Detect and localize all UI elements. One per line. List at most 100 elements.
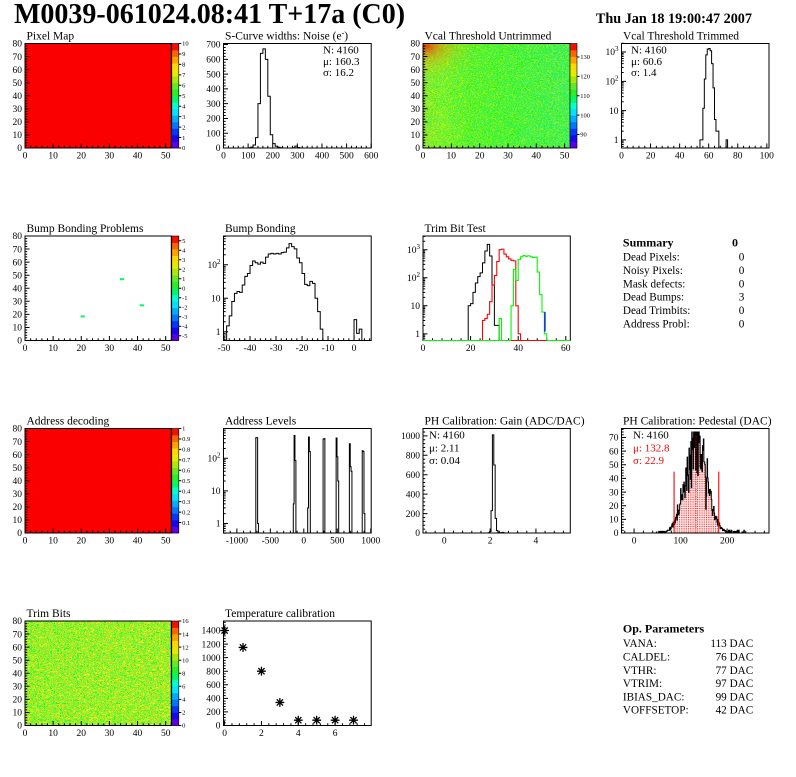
svg-text:0.2: 0.2 [182, 509, 190, 516]
svg-text:70: 70 [13, 630, 23, 640]
svg-text:0.1: 0.1 [182, 520, 190, 527]
svg-text:400: 400 [206, 695, 221, 705]
svg-text:-3: -3 [182, 314, 187, 321]
svg-text:400: 400 [315, 152, 330, 162]
svg-text:μ: 132.8: μ: 132.8 [633, 442, 670, 454]
svg-text:0.3: 0.3 [182, 499, 190, 506]
svg-text:30: 30 [105, 729, 115, 739]
svg-text:20: 20 [13, 696, 23, 706]
svg-text:40: 40 [133, 344, 143, 354]
svg-text:-40: -40 [244, 344, 257, 354]
svg-text:-5: -5 [182, 333, 187, 340]
svg-text:20: 20 [77, 344, 87, 354]
svg-text:Address decoding: Address decoding [27, 415, 110, 427]
svg-text:70: 70 [13, 53, 23, 63]
svg-text:30: 30 [13, 105, 23, 115]
svg-text:80: 80 [733, 152, 743, 162]
svg-text:0: 0 [23, 344, 28, 354]
svg-text:10: 10 [48, 152, 58, 162]
svg-text:1000: 1000 [361, 537, 380, 547]
svg-text:Pixel Map: Pixel Map [27, 30, 75, 42]
svg-text:30: 30 [411, 105, 421, 115]
svg-text:0: 0 [614, 529, 619, 539]
svg-text:μ: 60.6: μ: 60.6 [631, 56, 662, 68]
svg-text:99 DAC: 99 DAC [716, 691, 754, 703]
svg-text:0: 0 [442, 537, 447, 547]
svg-text:600: 600 [364, 152, 379, 162]
svg-text:30: 30 [503, 152, 513, 162]
svg-text:60: 60 [13, 451, 23, 461]
svg-text:700: 700 [206, 41, 221, 51]
svg-text:40: 40 [513, 344, 523, 354]
svg-text:2: 2 [182, 124, 185, 131]
svg-text:120: 120 [580, 74, 590, 81]
svg-text:102: 102 [208, 258, 222, 271]
svg-text:90: 90 [580, 132, 587, 139]
svg-text:40: 40 [133, 537, 143, 547]
svg-text:100: 100 [673, 537, 688, 547]
svg-text:80: 80 [13, 617, 23, 627]
svg-text:20: 20 [466, 344, 476, 354]
svg-text:VANA:: VANA: [623, 638, 657, 650]
svg-text:600: 600 [406, 471, 421, 481]
svg-text:130: 130 [580, 54, 590, 61]
svg-text:-1: -1 [182, 295, 187, 302]
svg-text:Bump Bonding Problems: Bump Bonding Problems [27, 223, 144, 235]
svg-text:10: 10 [182, 41, 189, 48]
svg-text:12: 12 [182, 644, 189, 651]
svg-text:113 DAC: 113 DAC [710, 638, 753, 650]
svg-text:PH Calibration: Pedestal (DAC): PH Calibration: Pedestal (DAC) [623, 415, 772, 427]
svg-text:500: 500 [339, 152, 354, 162]
svg-text:10: 10 [609, 107, 619, 117]
svg-text:3: 3 [739, 292, 745, 304]
svg-text:0.8: 0.8 [182, 447, 190, 454]
svg-text:30: 30 [105, 537, 115, 547]
svg-text:5: 5 [182, 238, 185, 245]
svg-text:0: 0 [23, 729, 28, 739]
svg-text:0: 0 [17, 529, 22, 539]
svg-text:0.5: 0.5 [182, 478, 190, 485]
svg-text:Vcal Threshold Trimmed: Vcal Threshold Trimmed [623, 30, 739, 42]
svg-text:10: 10 [13, 131, 23, 141]
svg-text:1: 1 [216, 328, 221, 338]
svg-text:N: 4160: N: 4160 [429, 430, 465, 442]
svg-text:76 DAC: 76 DAC [716, 652, 754, 664]
svg-text:100: 100 [206, 129, 221, 139]
svg-text:20: 20 [13, 311, 23, 321]
svg-text:300: 300 [206, 100, 221, 110]
svg-text:5: 5 [182, 93, 185, 100]
svg-text:20: 20 [646, 152, 656, 162]
svg-text:70: 70 [411, 53, 421, 63]
svg-text:30: 30 [609, 488, 619, 498]
svg-text:S-Curve widths: Noise (e-): S-Curve widths: Noise (e-) [225, 28, 348, 42]
svg-text:0: 0 [23, 537, 28, 547]
svg-text:Temperature calibration: Temperature calibration [225, 608, 335, 620]
svg-text:10: 10 [13, 516, 23, 526]
svg-text:Bump Bonding: Bump Bonding [225, 223, 296, 235]
svg-text:500: 500 [330, 537, 345, 547]
svg-text:0: 0 [739, 305, 745, 317]
svg-text:0.4: 0.4 [182, 488, 191, 495]
svg-text:80: 80 [13, 232, 23, 242]
svg-text:0.7: 0.7 [182, 457, 191, 464]
svg-text:100: 100 [580, 112, 590, 119]
svg-text:2: 2 [259, 729, 264, 739]
svg-text:70: 70 [609, 434, 619, 444]
svg-text:σ: 0.04: σ: 0.04 [429, 455, 460, 467]
svg-text:50: 50 [161, 537, 171, 547]
svg-text:1: 1 [182, 135, 185, 142]
svg-text:10: 10 [13, 709, 23, 719]
svg-text:0.6: 0.6 [182, 468, 191, 475]
svg-text:97 DAC: 97 DAC [716, 678, 754, 690]
svg-text:0.9: 0.9 [182, 436, 190, 443]
svg-text:102: 102 [606, 75, 620, 88]
svg-text:7: 7 [182, 72, 186, 79]
svg-text:0: 0 [216, 722, 221, 732]
svg-text:-10: -10 [322, 344, 335, 354]
svg-text:10: 10 [48, 537, 58, 547]
svg-text:Vcal Threshold Untrimmed: Vcal Threshold Untrimmed [425, 30, 552, 42]
svg-text:Trim Bit Test: Trim Bit Test [425, 223, 487, 235]
svg-text:20: 20 [77, 537, 87, 547]
svg-text:14: 14 [182, 631, 189, 638]
svg-text:8: 8 [182, 671, 185, 678]
